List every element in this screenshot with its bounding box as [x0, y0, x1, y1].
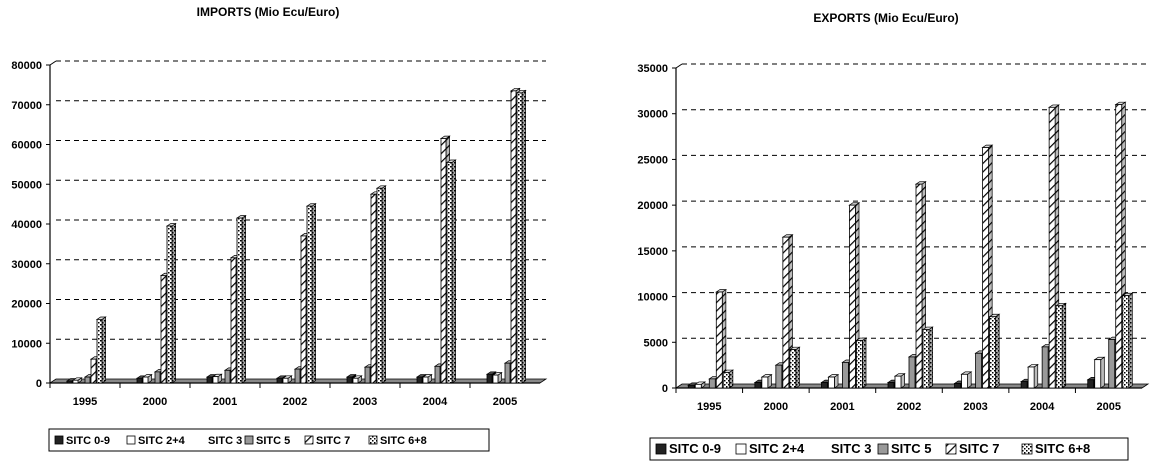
y-axis-depth [49, 60, 57, 66]
bar-sitc-2-4 [760, 373, 773, 389]
x-tick-label: 2001 [830, 401, 854, 413]
legend-label: SITC 7 [959, 441, 999, 456]
legend-swatch [304, 435, 314, 445]
legend-box [649, 437, 1129, 461]
bar-sitc-2-4 [421, 373, 433, 384]
y-tick-label: 5000 [644, 337, 668, 349]
x-tick-label: 2004 [1030, 401, 1055, 413]
y-tick-label: 10000 [11, 338, 42, 350]
x-tick-label: 2002 [283, 396, 307, 408]
legend-label: SITC 3 [208, 435, 242, 447]
bar-sitc-6-8 [855, 337, 868, 389]
bar-sitc-2-4 [960, 371, 973, 389]
legend-label: SITC 0-9 [669, 441, 721, 456]
legend-label: SITC 2+4 [749, 441, 805, 456]
legend-swatch [655, 443, 667, 455]
imports-chart: IMPORTS (Mio Ecu/Euro) 0 10000 20000 30000 4… [11, 5, 548, 408]
legend-label: SITC 0-9 [66, 435, 110, 447]
bar-sitc-2-4 [694, 381, 707, 389]
x-tick-label: 2003 [353, 396, 377, 408]
bar-sitc-6-8 [95, 316, 107, 384]
imports-legend: SITC 0-9 SITC 2+4 SITC 3 SITC 5 SITC 7 SITC 6… [48, 428, 490, 452]
bar-sitc-6-8 [445, 159, 457, 384]
bar-sitc-6-8 [235, 214, 247, 384]
exports-plot-area: 0 5000 10000 15000 20000 25000 30000 35000 1995 2… [637, 63, 1150, 413]
bar-sitc-2-4 [211, 373, 223, 384]
y-tick-label: 80000 [11, 60, 42, 72]
y-tick-label: 50000 [11, 179, 42, 191]
bar-sitc-6-8 [988, 313, 1001, 389]
exports-legend: SITC 0-9 SITC 2+4 SITC 3 SITC 5 SITC 7 SITC 6… [649, 437, 1129, 461]
legend-swatch [368, 435, 378, 445]
x-tick-label: 1995 [73, 396, 97, 408]
bar-sitc-2-4 [491, 371, 503, 384]
bar-sitc-2-4 [351, 375, 363, 384]
y-tick-label: 20000 [637, 200, 668, 212]
legend-box [48, 428, 490, 452]
bar-sitc-2-4 [827, 373, 840, 389]
legend-label: SITC 7 [316, 435, 350, 447]
legend-label: SITC 6+8 [380, 435, 427, 447]
bar-sitc-2-4 [281, 375, 293, 384]
exports-chart-title: EXPORTS (Mio Ecu/Euro) [813, 11, 958, 25]
x-tick-label: 2000 [764, 401, 788, 413]
bar-sitc-6-8 [165, 222, 177, 384]
y-tick-label: 30000 [11, 259, 42, 271]
legend-label: SITC 2+4 [138, 435, 186, 447]
y-tick-label: 70000 [11, 100, 42, 112]
bar-sitc-6-8 [305, 203, 317, 384]
x-tick-label: 2002 [897, 401, 921, 413]
bar-sitc-2-4 [71, 377, 83, 384]
bar-sitc-2-4 [893, 373, 906, 389]
bar-sitc-6-8 [921, 326, 934, 389]
bar-sitc-6-8 [1121, 292, 1134, 389]
x-tick-label: 2005 [493, 396, 517, 408]
legend-swatch [54, 435, 64, 445]
y-tick-label: 0 [662, 383, 668, 395]
legend-label: SITC 3 [831, 441, 871, 456]
legend-label: SITC 5 [256, 435, 290, 447]
x-tick-label: 2005 [1096, 401, 1120, 413]
x-tick-label: 2004 [423, 396, 448, 408]
imports-plot-area: 0 10000 20000 30000 40000 50000 60000 70000 8000… [11, 60, 548, 408]
bar-sitc-2-4 [1093, 356, 1106, 389]
bar-sitc-6-8 [722, 369, 735, 389]
bar-sitc-6-8 [788, 346, 801, 389]
y-tick-label: 35000 [637, 63, 668, 75]
y-tick-label: 10000 [637, 292, 668, 304]
exports-chart: EXPORTS (Mio Ecu/Euro) 0 5000 10000 15000 20… [637, 11, 1150, 413]
bar-sitc-6-8 [515, 89, 527, 384]
legend-label: SITC 6+8 [1035, 441, 1090, 456]
legend-swatch [877, 443, 889, 455]
legend-label: SITC 5 [891, 441, 931, 456]
y-tick-label: 60000 [11, 140, 42, 152]
x-tick-label: 1995 [697, 401, 721, 413]
legend-swatch [735, 443, 747, 455]
x-tick-label: 2001 [213, 396, 237, 408]
legend-swatch [244, 435, 254, 445]
legend-swatch [945, 443, 957, 455]
legend-swatch [1021, 443, 1033, 455]
legend-swatch [126, 435, 136, 445]
bar-sitc-2-4 [1026, 363, 1039, 389]
y-tick-label: 40000 [11, 219, 42, 231]
x-tick-label: 2000 [143, 396, 167, 408]
y-tick-label: 15000 [637, 246, 668, 258]
y-axis-depth [675, 63, 683, 69]
y-tick-label: 20000 [11, 299, 42, 311]
y-tick-label: 25000 [637, 154, 668, 166]
y-tick-label: 30000 [637, 109, 668, 121]
bar-sitc-6-8 [1054, 302, 1067, 389]
imports-chart-title: IMPORTS (Mio Ecu/Euro) [197, 5, 340, 19]
bar-sitc-6-8 [375, 185, 387, 384]
y-tick-label: 0 [36, 378, 42, 390]
x-tick-label: 2003 [963, 401, 987, 413]
bar-sitc-2-4 [141, 373, 153, 384]
